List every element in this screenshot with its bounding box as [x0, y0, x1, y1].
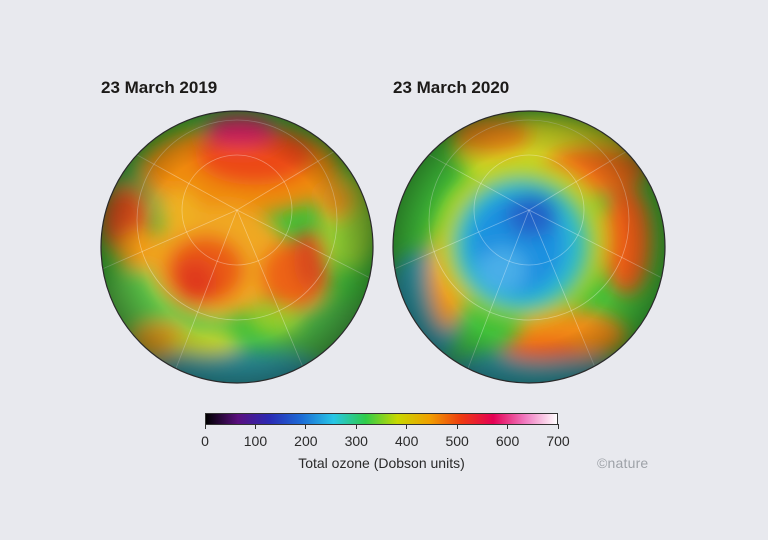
colorbar-tick-label: 300: [344, 433, 368, 449]
panel-title-2019: 23 March 2019: [101, 78, 218, 97]
colorbar-tickmark: [557, 424, 559, 429]
ozone-globe-2019: [100, 110, 374, 384]
colorbar-tickmark: [456, 424, 458, 429]
colorbar-tickmark: [204, 424, 206, 429]
colorbar-tick-label: 100: [243, 433, 268, 449]
ozone-globe-2020: [392, 110, 666, 384]
colorbar-tickmark: [507, 424, 509, 429]
colorbar-tick-label: 500: [445, 433, 469, 449]
nature-credit: ©nature: [597, 455, 649, 471]
colorbar-tick-label: 600: [495, 433, 520, 449]
panel-title-2020: 23 March 2020: [393, 78, 510, 97]
colorbar-tick-label: 700: [546, 433, 570, 449]
colorbar-tickmark: [355, 424, 357, 429]
colorbar-tick-label: 400: [395, 433, 419, 449]
colorbar-tick-label: 0: [201, 433, 209, 449]
colorbar-tickmark: [305, 424, 307, 429]
ozone-colorbar: [205, 413, 558, 425]
colorbar-tick-label: 200: [294, 433, 318, 449]
legend-label: Total ozone (Dobson units): [298, 455, 465, 471]
colorbar-tickmark: [254, 424, 256, 429]
colorbar-tickmark: [406, 424, 408, 429]
